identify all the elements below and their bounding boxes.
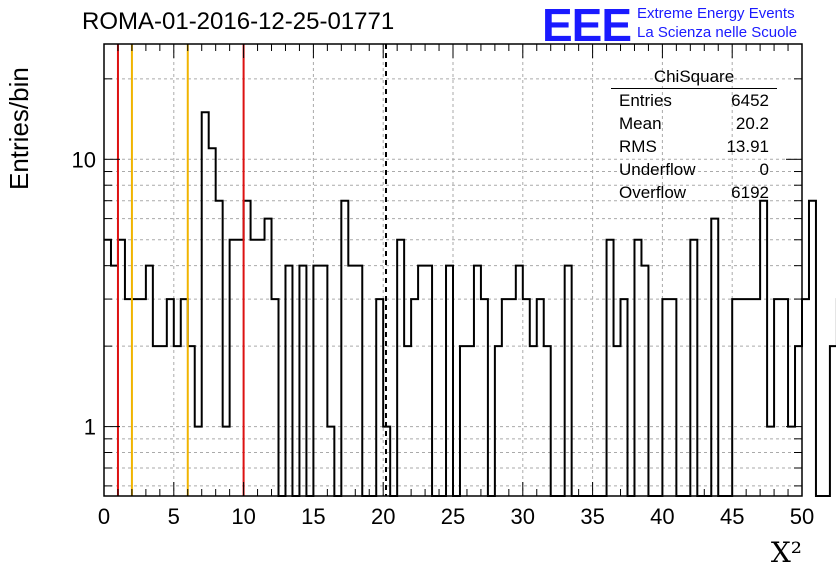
x-axis-label-text: X²	[770, 536, 802, 569]
x-tick-label: 35	[580, 504, 604, 529]
logo-caption: Extreme Energy Events La Scienza nelle S…	[637, 4, 797, 42]
x-tick-label: 30	[511, 504, 535, 529]
stats-label: Entries	[619, 91, 672, 110]
x-tick-label: 40	[650, 504, 674, 529]
stats-title: ChiSquare	[611, 66, 777, 89]
logo-caption-line2: La Scienza nelle Scuole	[637, 24, 798, 41]
eee-logo: EEE	[542, 0, 632, 51]
stats-value: 0	[759, 160, 769, 179]
x-tick-label: 15	[301, 504, 325, 529]
x-tick-label: 20	[371, 504, 395, 529]
stats-label: Overflow	[619, 183, 687, 202]
y-tick-label: 10	[72, 147, 96, 172]
x-tick-label: 25	[441, 504, 465, 529]
reference-lines	[116, 44, 387, 496]
x-tick-label: 50	[790, 504, 814, 529]
stats-row: Underflow 0	[611, 158, 777, 181]
stats-value: 6452	[731, 91, 769, 110]
logo-caption-line1: Extreme Energy Events	[637, 5, 795, 22]
stats-row: RMS 13.91	[611, 135, 777, 158]
stats-value: 13.91	[726, 137, 769, 156]
stats-value: 20.2	[735, 114, 769, 133]
stats-row: Entries 6452	[611, 89, 777, 112]
x-tick-label: 10	[231, 504, 255, 529]
x-tick-label: 0	[98, 504, 110, 529]
stats-row: Mean 20.2	[611, 112, 777, 135]
stats-label: Underflow	[619, 160, 696, 179]
chart-title: ROMA-01-2016-12-25-01771	[82, 8, 395, 35]
stats-value: 6192	[731, 183, 769, 202]
y-tick-label: 1	[84, 415, 96, 440]
stats-label: Mean	[619, 114, 662, 133]
x-tick-label: 45	[720, 504, 744, 529]
stats-label: RMS	[619, 137, 657, 156]
x-axis-label: X²	[771, 536, 802, 569]
axis-ticks: 0 5 10 15 20 25 30 35 40 45 50 1 10	[72, 44, 814, 529]
stats-row: Overflow 6192	[611, 181, 777, 204]
stats-box: ChiSquare Entries 6452 Mean 20.2 RMS 13.…	[611, 66, 777, 204]
x-tick-label: 5	[168, 504, 180, 529]
